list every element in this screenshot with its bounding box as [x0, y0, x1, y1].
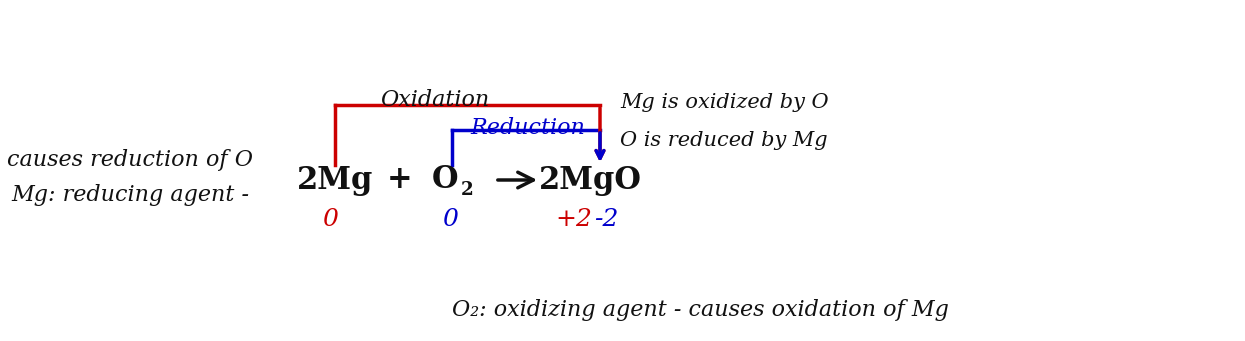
Text: Mg is oxidized by O: Mg is oxidized by O	[620, 93, 829, 113]
Text: +2: +2	[555, 208, 593, 232]
Text: O: O	[432, 164, 458, 195]
Text: Reduction: Reduction	[471, 117, 585, 139]
Text: O₂: oxidizing agent - causes oxidation of Mg: O₂: oxidizing agent - causes oxidation o…	[452, 299, 949, 321]
Text: +: +	[387, 164, 413, 195]
Text: 2: 2	[461, 181, 473, 199]
Text: O is reduced by Mg: O is reduced by Mg	[620, 132, 828, 150]
Text: 2MgO: 2MgO	[539, 164, 641, 195]
Text: -2: -2	[594, 208, 619, 232]
Text: 0: 0	[442, 208, 458, 232]
Text: 0: 0	[322, 208, 337, 232]
Text: Mg: reducing agent -: Mg: reducing agent -	[11, 184, 249, 206]
Text: causes reduction of O: causes reduction of O	[7, 149, 253, 171]
Text: Oxidation: Oxidation	[381, 89, 489, 111]
Text: 2Mg: 2Mg	[296, 164, 374, 195]
